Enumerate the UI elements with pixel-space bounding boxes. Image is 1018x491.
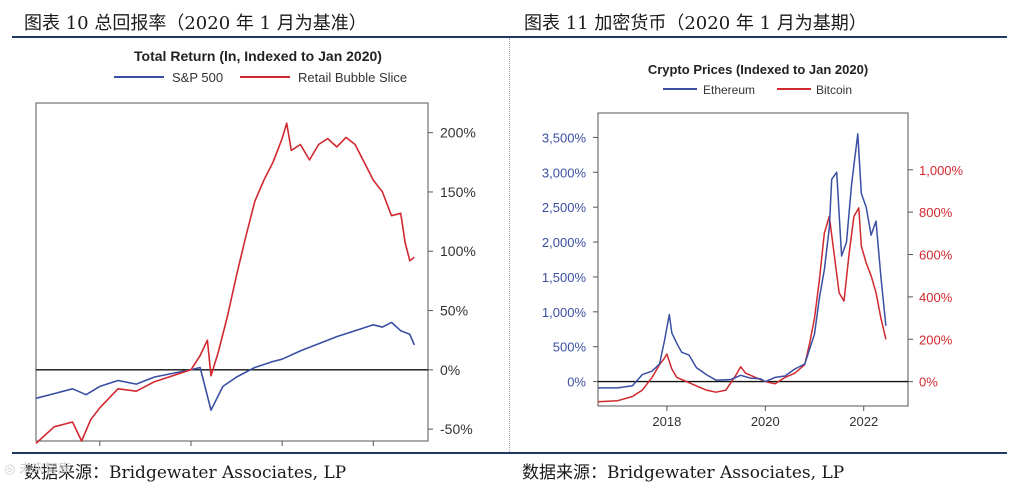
right-source-note: 数据来源：Bridgewater Associates, LP	[522, 463, 845, 483]
chart2-yright-tick-label: 400%	[919, 290, 953, 305]
chart2-yright-tick-label: 1,000%	[919, 163, 964, 178]
chart2-xtick-label: 2018	[652, 414, 681, 429]
chart2-yright-tick-label: 200%	[919, 332, 953, 347]
chart2-legend-ethereum: Ethereum	[703, 83, 755, 97]
chart1-title: Total Return (ln, Indexed to Jan 2020)	[134, 48, 382, 64]
chart1-series-retail-bubble	[35, 122, 415, 444]
chart2-xtick-label: 2022	[849, 414, 878, 429]
chart2-yleft-tick-label: 3,000%	[542, 165, 587, 180]
chart2-yleft-tick-label: 2,500%	[542, 200, 587, 215]
chart1-series-sp500	[35, 321, 416, 412]
total-return-chart: Total Return (ln, Indexed to Jan 2020) S…	[35, 48, 476, 446]
chart1-legend-retail: Retail Bubble Slice	[298, 70, 407, 85]
chart2-series-bitcoin	[597, 207, 887, 403]
crypto-prices-chart: Crypto Prices (Indexed to Jan 2020) Ethe…	[542, 62, 964, 429]
chart1-ytick-label: 100%	[440, 243, 476, 259]
chart2-yleft-tick-label: 500%	[553, 340, 587, 355]
watermark: ◎ 未来智库	[4, 461, 71, 476]
chart1-ytick-label: 50%	[440, 303, 468, 319]
panel-divider	[509, 38, 510, 452]
chart2-plot-frame	[597, 112, 909, 407]
left-source-note: 数据来源：Bridgewater Associates, LP	[24, 463, 347, 483]
chart1-ytick-label: 0%	[440, 362, 460, 378]
chart1-ytick-label: -50%	[440, 421, 473, 437]
chart1-ytick-label: 200%	[440, 125, 476, 141]
right-figure-caption: 图表 11 加密货币（2020 年 1 月为基期）	[524, 13, 867, 34]
chart1-ytick-label: 150%	[440, 184, 476, 200]
chart2-title: Crypto Prices (Indexed to Jan 2020)	[648, 62, 868, 77]
chart2-yleft-tick-label: 2,000%	[542, 235, 587, 250]
bottom-rule	[12, 452, 1007, 454]
chart2-yleft-tick-label: 1,500%	[542, 270, 587, 285]
chart2-yright-tick-label: 600%	[919, 248, 953, 263]
left-figure-caption: 图表 10 总回报率（2020 年 1 月为基准）	[24, 13, 367, 34]
chart2-yleft-tick-label: 3,500%	[542, 130, 587, 145]
chart1-plot-frame	[35, 102, 429, 442]
chart2-yleft-tick-label: 1,000%	[542, 305, 587, 320]
chart2-yleft-tick-label: 0%	[567, 375, 586, 390]
chart2-legend-bitcoin: Bitcoin	[816, 83, 852, 97]
chart1-legend-sp500: S&P 500	[172, 70, 223, 85]
chart2-yright-tick-label: 800%	[919, 205, 953, 220]
chart2-xtick-label: 2020	[751, 414, 780, 429]
top-rule	[12, 36, 1007, 38]
chart2-yright-tick-label: 0%	[919, 375, 938, 390]
chart2-series-ethereum	[598, 133, 887, 389]
